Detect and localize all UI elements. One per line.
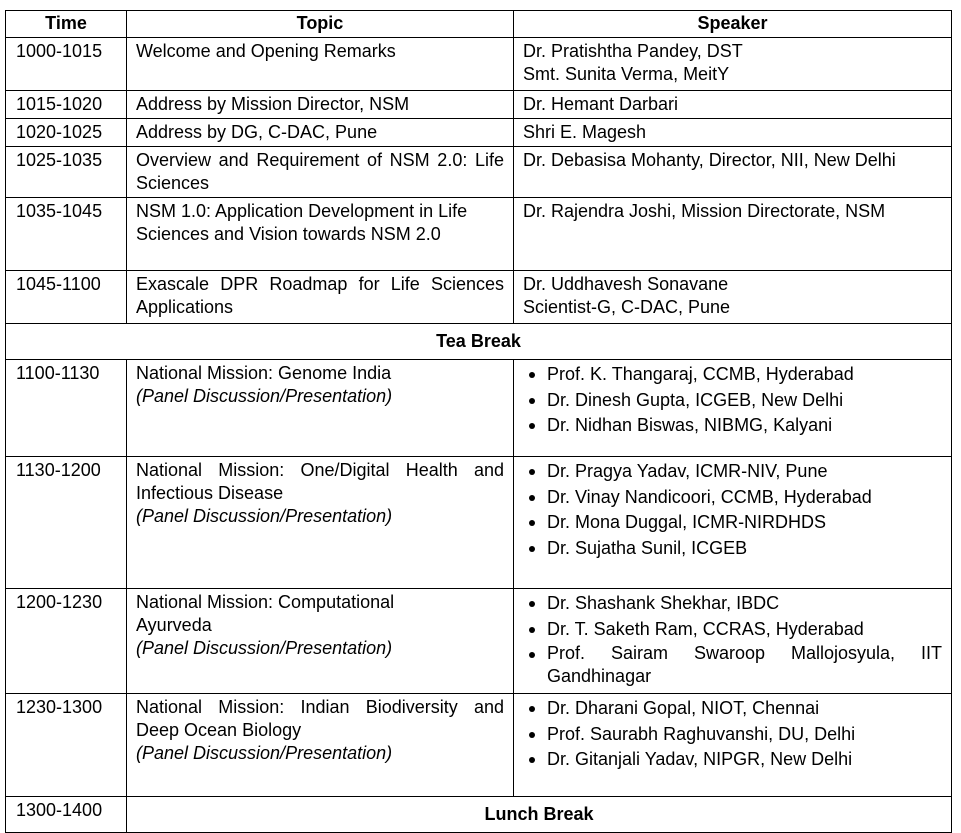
speaker-list: Dr. Shashank Shekhar, IBDC Dr. T. Saketh…	[523, 591, 942, 688]
time-cell: 1020-1025	[5, 118, 127, 147]
speaker: Dr. Dharani Gopal, NIOT, Chennai	[529, 696, 942, 722]
tea-break-row: Tea Break	[5, 323, 952, 360]
table-row: 1045-1100 Exascale DPR Roadmap for Life …	[5, 270, 952, 324]
topic-cell: National Mission: Genome India (Panel Dis…	[126, 359, 514, 457]
panel-row: 1230-1300 National Mission: Indian Biodi…	[5, 693, 952, 797]
time-cell: 1015-1020	[5, 90, 127, 119]
speaker-list: Dr. Pragya Yadav, ICMR-NIV, Pune Dr. Vin…	[523, 459, 942, 561]
speaker-cell: Dr. Pragya Yadav, ICMR-NIV, Pune Dr. Vin…	[513, 456, 952, 589]
speaker-cell: Dr. Uddhavesh Sonavane Scientist-G, C-DAC…	[513, 270, 952, 324]
speaker-cell: Dr. Dharani Gopal, NIOT, Chennai Prof. S…	[513, 693, 952, 797]
speaker: Dr. Pratishtha Pandey, DST	[523, 41, 743, 61]
lunch-row: 1300-1400 Lunch Break	[5, 796, 952, 833]
speaker: Dr. Uddhavesh Sonavane	[523, 274, 729, 294]
topic-cell: NSM 1.0: Application Development in Life…	[126, 197, 514, 271]
speaker-cell: Prof. K. Thangaraj, CCMB, Hyderabad Dr. …	[513, 359, 952, 457]
topic: National Mission: One/Digital Health and…	[136, 460, 504, 503]
time-cell: 1300-1400	[5, 796, 127, 833]
speaker: Dr. Shashank Shekhar, IBDC	[529, 591, 942, 617]
topic-cell: Exascale DPR Roadmap for Life Sciences A…	[126, 270, 514, 324]
topic: National Mission: Genome India	[136, 363, 392, 383]
table-row: 1020-1025 Address by DG, C-DAC, Pune Shr…	[5, 118, 952, 147]
speaker: Dr. Mona Duggal, ICMR-NIRDHDS	[529, 510, 942, 536]
topic-cell: National Mission: One/Digital Health and…	[126, 456, 514, 589]
topic-note: (Panel Discussion/Presentation)	[136, 506, 393, 526]
header-time: Time	[5, 10, 127, 38]
topic-note: (Panel Discussion/Presentation)	[136, 638, 393, 658]
agenda-table: Time Topic Speaker 1000-1015 Welcome and…	[5, 10, 952, 833]
speaker: Prof. K. Thangaraj, CCMB, Hyderabad	[529, 362, 942, 388]
panel-row: 1130-1200 National Mission: One/Digital …	[5, 456, 952, 589]
topic: National Mission: Computational Ayurveda	[136, 592, 395, 635]
speaker: Dr. Sujatha Sunil, ICGEB	[529, 536, 942, 562]
time-cell: 1045-1100	[5, 270, 127, 324]
speaker-list: Prof. K. Thangaraj, CCMB, Hyderabad Dr. …	[523, 362, 942, 439]
lunch-break-label: Lunch Break	[126, 796, 952, 833]
speaker: Dr. T. Saketh Ram, CCRAS, Hyderabad	[529, 617, 942, 643]
speaker: Dr. Nidhan Biswas, NIBMG, Kalyani	[529, 413, 942, 439]
time-cell: 1000-1015	[5, 37, 127, 91]
speaker: Dr. Gitanjali Yadav, NIPGR, New Delhi	[529, 747, 942, 773]
topic-cell: Welcome and Opening Remarks	[126, 37, 514, 91]
topic-cell: National Mission: Computational Ayurveda…	[126, 588, 514, 694]
time-cell: 1200-1230	[5, 588, 127, 694]
speaker-list: Dr. Dharani Gopal, NIOT, Chennai Prof. S…	[523, 696, 942, 773]
speaker: Dr. Dinesh Gupta, ICGEB, New Delhi	[529, 388, 942, 414]
panel-row: 1200-1230 National Mission: Computationa…	[5, 588, 952, 694]
topic-cell: Address by Mission Director, NSM	[126, 90, 514, 119]
tea-break-label: Tea Break	[5, 323, 952, 360]
speaker-cell: Dr. Debasisa Mohanty, Director, NII, New…	[513, 146, 952, 198]
topic-note: (Panel Discussion/Presentation)	[136, 386, 393, 406]
speaker: Dr. Pragya Yadav, ICMR-NIV, Pune	[529, 459, 942, 485]
time-cell: 1025-1035	[5, 146, 127, 198]
time-cell: 1100-1130	[5, 359, 127, 457]
table-row: 1025-1035 Overview and Requirement of NS…	[5, 146, 952, 198]
speaker-cell: Dr. Rajendra Joshi, Mission Directorate,…	[513, 197, 952, 271]
time-cell: 1035-1045	[5, 197, 127, 271]
topic-cell: Address by DG, C-DAC, Pune	[126, 118, 514, 147]
speaker-cell: Dr. Pratishtha Pandey, DST Smt. Sunita Ve…	[513, 37, 952, 91]
speaker-cell: Shri E. Magesh	[513, 118, 952, 147]
header-row: Time Topic Speaker	[5, 10, 952, 38]
speaker: Prof. Sairam Swaroop Mallojosyula, IIT G…	[529, 643, 942, 686]
table-row: 1015-1020 Address by Mission Director, N…	[5, 90, 952, 119]
time-cell: 1230-1300	[5, 693, 127, 797]
speaker-cell: Dr. Shashank Shekhar, IBDC Dr. T. Saketh…	[513, 588, 952, 694]
panel-row: 1100-1130 National Mission: Genome India…	[5, 359, 952, 457]
table-row: 1000-1015 Welcome and Opening Remarks Dr…	[5, 37, 952, 91]
topic-cell: Overview and Requirement of NSM 2.0: Lif…	[126, 146, 514, 198]
table-row: 1035-1045 NSM 1.0: Application Developme…	[5, 197, 952, 271]
speaker: Dr. Vinay Nandicoori, CCMB, Hyderabad	[529, 485, 942, 511]
header-topic: Topic	[126, 10, 514, 38]
speaker: Prof. Saurabh Raghuvanshi, DU, Delhi	[529, 722, 942, 748]
speaker-cell: Dr. Hemant Darbari	[513, 90, 952, 119]
topic-note: (Panel Discussion/Presentation)	[136, 743, 393, 763]
speaker: Scientist-G, C-DAC, Pune	[523, 297, 731, 317]
time-cell: 1130-1200	[5, 456, 127, 589]
speaker: Smt. Sunita Verma, MeitY	[523, 64, 730, 84]
header-speaker: Speaker	[513, 10, 952, 38]
topic: National Mission: Indian Biodiversity an…	[136, 697, 504, 740]
topic-cell: National Mission: Indian Biodiversity an…	[126, 693, 514, 797]
